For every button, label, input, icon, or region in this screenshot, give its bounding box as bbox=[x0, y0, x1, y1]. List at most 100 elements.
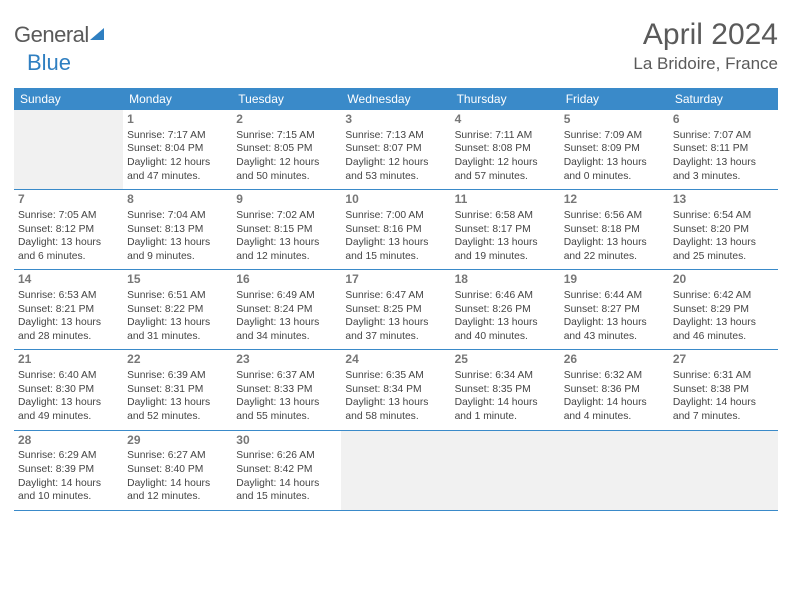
day-number: 30 bbox=[236, 433, 337, 449]
day-cell: 26Sunrise: 6:32 AMSunset: 8:36 PMDayligh… bbox=[560, 350, 669, 429]
day-cell: 2Sunrise: 7:15 AMSunset: 8:05 PMDaylight… bbox=[232, 110, 341, 189]
day-number: 27 bbox=[673, 352, 774, 368]
daylight-text: Daylight: 13 hours and 55 minutes. bbox=[236, 396, 337, 423]
sunrise-text: Sunrise: 7:02 AM bbox=[236, 209, 337, 223]
sunset-text: Sunset: 8:13 PM bbox=[127, 223, 228, 237]
sunrise-text: Sunrise: 6:54 AM bbox=[673, 209, 774, 223]
dow-tuesday: Tuesday bbox=[232, 88, 341, 110]
daylight-text: Daylight: 14 hours and 1 minute. bbox=[455, 396, 556, 423]
daylight-text: Daylight: 13 hours and 6 minutes. bbox=[18, 236, 119, 263]
sunrise-text: Sunrise: 6:29 AM bbox=[18, 449, 119, 463]
sunrise-text: Sunrise: 6:39 AM bbox=[127, 369, 228, 383]
sunset-text: Sunset: 8:12 PM bbox=[18, 223, 119, 237]
day-cell: 29Sunrise: 6:27 AMSunset: 8:40 PMDayligh… bbox=[123, 431, 232, 510]
weeks-container: 1Sunrise: 7:17 AMSunset: 8:04 PMDaylight… bbox=[14, 110, 778, 511]
empty-cell bbox=[451, 431, 560, 510]
sunset-text: Sunset: 8:24 PM bbox=[236, 303, 337, 317]
day-number: 22 bbox=[127, 352, 228, 368]
sunrise-text: Sunrise: 7:05 AM bbox=[18, 209, 119, 223]
dow-sunday: Sunday bbox=[14, 88, 123, 110]
day-cell: 12Sunrise: 6:56 AMSunset: 8:18 PMDayligh… bbox=[560, 190, 669, 269]
sunset-text: Sunset: 8:04 PM bbox=[127, 142, 228, 156]
daylight-text: Daylight: 13 hours and 31 minutes. bbox=[127, 316, 228, 343]
day-number: 9 bbox=[236, 192, 337, 208]
day-cell: 10Sunrise: 7:00 AMSunset: 8:16 PMDayligh… bbox=[341, 190, 450, 269]
month-title: April 2024 bbox=[633, 18, 778, 52]
day-number: 2 bbox=[236, 112, 337, 128]
sunrise-text: Sunrise: 6:44 AM bbox=[564, 289, 665, 303]
sunset-text: Sunset: 8:21 PM bbox=[18, 303, 119, 317]
sunset-text: Sunset: 8:20 PM bbox=[673, 223, 774, 237]
sunset-text: Sunset: 8:38 PM bbox=[673, 383, 774, 397]
day-number: 17 bbox=[345, 272, 446, 288]
sunset-text: Sunset: 8:36 PM bbox=[564, 383, 665, 397]
day-number: 16 bbox=[236, 272, 337, 288]
daylight-text: Daylight: 14 hours and 7 minutes. bbox=[673, 396, 774, 423]
daylight-text: Daylight: 13 hours and 3 minutes. bbox=[673, 156, 774, 183]
day-cell: 20Sunrise: 6:42 AMSunset: 8:29 PMDayligh… bbox=[669, 270, 778, 349]
week-row: 7Sunrise: 7:05 AMSunset: 8:12 PMDaylight… bbox=[14, 190, 778, 270]
daylight-text: Daylight: 13 hours and 25 minutes. bbox=[673, 236, 774, 263]
sunrise-text: Sunrise: 6:31 AM bbox=[673, 369, 774, 383]
sunset-text: Sunset: 8:15 PM bbox=[236, 223, 337, 237]
day-number: 15 bbox=[127, 272, 228, 288]
dow-wednesday: Wednesday bbox=[341, 88, 450, 110]
sunset-text: Sunset: 8:09 PM bbox=[564, 142, 665, 156]
day-cell: 24Sunrise: 6:35 AMSunset: 8:34 PMDayligh… bbox=[341, 350, 450, 429]
sunrise-text: Sunrise: 6:46 AM bbox=[455, 289, 556, 303]
day-number: 18 bbox=[455, 272, 556, 288]
sunrise-text: Sunrise: 6:42 AM bbox=[673, 289, 774, 303]
daylight-text: Daylight: 14 hours and 12 minutes. bbox=[127, 477, 228, 504]
day-cell: 28Sunrise: 6:29 AMSunset: 8:39 PMDayligh… bbox=[14, 431, 123, 510]
daylight-text: Daylight: 13 hours and 37 minutes. bbox=[345, 316, 446, 343]
sunrise-text: Sunrise: 6:56 AM bbox=[564, 209, 665, 223]
sunset-text: Sunset: 8:33 PM bbox=[236, 383, 337, 397]
day-cell: 27Sunrise: 6:31 AMSunset: 8:38 PMDayligh… bbox=[669, 350, 778, 429]
calendar-grid: SundayMondayTuesdayWednesdayThursdayFrid… bbox=[14, 88, 778, 511]
logo-text-gray: General bbox=[14, 22, 89, 48]
day-cell: 16Sunrise: 6:49 AMSunset: 8:24 PMDayligh… bbox=[232, 270, 341, 349]
sunrise-text: Sunrise: 6:40 AM bbox=[18, 369, 119, 383]
daylight-text: Daylight: 13 hours and 34 minutes. bbox=[236, 316, 337, 343]
sunset-text: Sunset: 8:11 PM bbox=[673, 142, 774, 156]
daylight-text: Daylight: 14 hours and 4 minutes. bbox=[564, 396, 665, 423]
sunrise-text: Sunrise: 7:15 AM bbox=[236, 129, 337, 143]
sunset-text: Sunset: 8:27 PM bbox=[564, 303, 665, 317]
day-number: 7 bbox=[18, 192, 119, 208]
empty-cell bbox=[341, 431, 450, 510]
sunset-text: Sunset: 8:31 PM bbox=[127, 383, 228, 397]
sunrise-text: Sunrise: 6:27 AM bbox=[127, 449, 228, 463]
day-number: 6 bbox=[673, 112, 774, 128]
day-number: 29 bbox=[127, 433, 228, 449]
day-cell: 30Sunrise: 6:26 AMSunset: 8:42 PMDayligh… bbox=[232, 431, 341, 510]
day-cell: 5Sunrise: 7:09 AMSunset: 8:09 PMDaylight… bbox=[560, 110, 669, 189]
day-number: 12 bbox=[564, 192, 665, 208]
week-row: 1Sunrise: 7:17 AMSunset: 8:04 PMDaylight… bbox=[14, 110, 778, 190]
daylight-text: Daylight: 13 hours and 43 minutes. bbox=[564, 316, 665, 343]
logo-sail-icon bbox=[90, 28, 104, 40]
sunset-text: Sunset: 8:42 PM bbox=[236, 463, 337, 477]
day-cell: 1Sunrise: 7:17 AMSunset: 8:04 PMDaylight… bbox=[123, 110, 232, 189]
sunrise-text: Sunrise: 6:34 AM bbox=[455, 369, 556, 383]
week-row: 14Sunrise: 6:53 AMSunset: 8:21 PMDayligh… bbox=[14, 270, 778, 350]
sunrise-text: Sunrise: 7:00 AM bbox=[345, 209, 446, 223]
title-block: April 2024 La Bridoire, France bbox=[633, 18, 778, 74]
logo: General bbox=[14, 18, 106, 48]
sunrise-text: Sunrise: 7:04 AM bbox=[127, 209, 228, 223]
dow-monday: Monday bbox=[123, 88, 232, 110]
day-number: 20 bbox=[673, 272, 774, 288]
day-cell: 17Sunrise: 6:47 AMSunset: 8:25 PMDayligh… bbox=[341, 270, 450, 349]
day-number: 21 bbox=[18, 352, 119, 368]
day-number: 23 bbox=[236, 352, 337, 368]
sunrise-text: Sunrise: 7:09 AM bbox=[564, 129, 665, 143]
empty-cell bbox=[560, 431, 669, 510]
sunset-text: Sunset: 8:25 PM bbox=[345, 303, 446, 317]
daylight-text: Daylight: 13 hours and 9 minutes. bbox=[127, 236, 228, 263]
sunset-text: Sunset: 8:29 PM bbox=[673, 303, 774, 317]
sunrise-text: Sunrise: 6:58 AM bbox=[455, 209, 556, 223]
day-number: 14 bbox=[18, 272, 119, 288]
day-number: 13 bbox=[673, 192, 774, 208]
daylight-text: Daylight: 12 hours and 50 minutes. bbox=[236, 156, 337, 183]
day-cell: 23Sunrise: 6:37 AMSunset: 8:33 PMDayligh… bbox=[232, 350, 341, 429]
logo-text-blue: Blue bbox=[27, 50, 71, 75]
